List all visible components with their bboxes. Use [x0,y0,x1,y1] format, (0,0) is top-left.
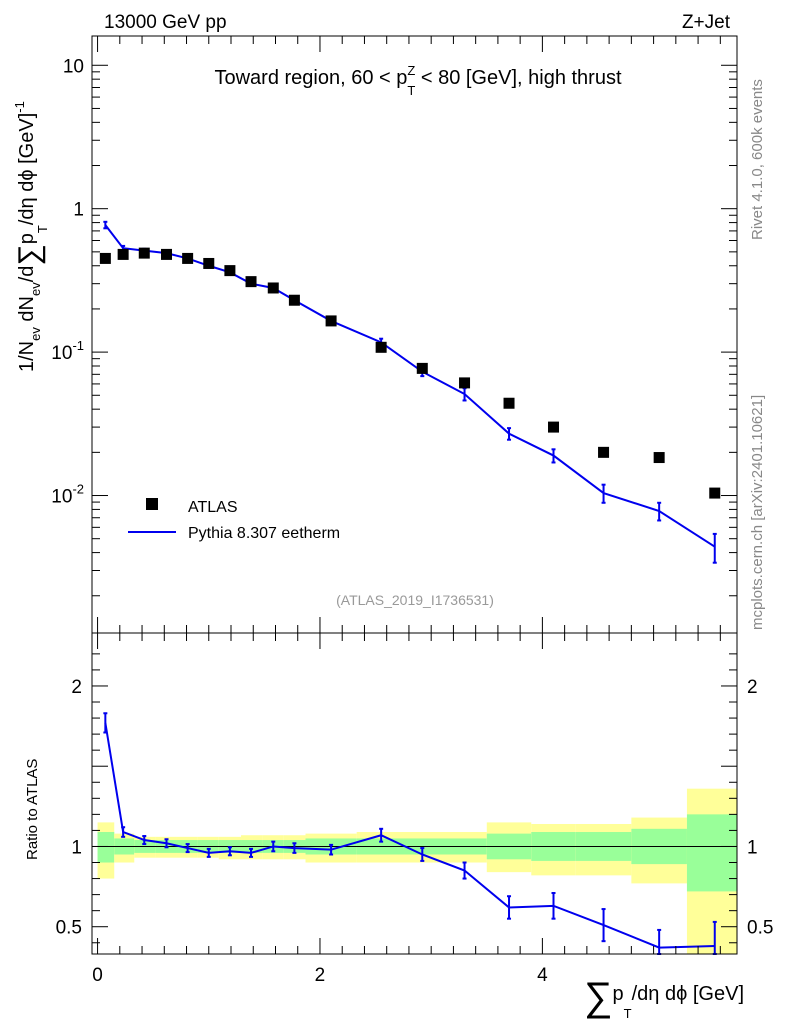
ratio-band-green [686,814,737,892]
x-tick-label: 4 [537,965,548,986]
y-tick-label-top: 10 [63,56,84,77]
atlas-point [709,487,721,499]
ratio-y-axis-label: Ratio to ATLAS [24,759,41,860]
atlas-point [117,248,129,260]
process-label: Z+Jet [682,12,731,33]
y-tick-label-bottom-left: 1 [71,837,82,858]
atlas-point [161,248,173,260]
legend-atlas-label: ATLAS [188,499,238,516]
energy-label: 13000 GeV pp [104,12,227,33]
y-tick-label-bottom-right: 2 [747,677,758,698]
legend-pythia-label: Pythia 8.307 eetherm [188,525,340,542]
atlas-point [99,252,111,264]
ratio-x-axis-label: ∑pT/dη dϕ [GeV] [584,975,744,1021]
atlas-point [653,452,665,464]
y-tick-label-bottom-left: 2 [71,677,82,698]
analysis-tag: (ATLAS_2019_I1736531) [336,592,494,608]
atlas-point [224,265,236,277]
rivet-label: Rivet 4.1.0, 600k events [749,79,766,240]
y-tick-label-top: 10-2 [51,482,84,508]
legend: ATLAS Pythia 8.307 eetherm [128,498,340,542]
mcplots-label: mcplots.cern.ch [arXiv:2401.10621] [749,395,766,630]
atlas-point [416,362,428,374]
atlas-point [548,421,560,433]
y-tick-label-top: 10-1 [51,338,84,364]
atlas-point [375,341,387,353]
atlas-point [598,446,610,458]
atlas-point [267,282,279,294]
x-tick-label: 2 [315,965,326,986]
ratio-plot-frame [91,632,738,955]
atlas-point [245,276,257,288]
ratio-band-green [97,832,115,863]
atlas-point [138,247,150,259]
atlas-point [503,397,515,409]
main-plot-title: Toward region, 60 < pZ T < 80 [GeV], high… [214,63,621,98]
atlas-point [325,315,337,327]
main-plot-panel: 10 1 10-1 10-2 Toward region, 60 < pZ T < 80… [12,35,738,634]
ratio-plot-panel: 0.5 0.5 1 1 2 2 0 2 4 Ratio to ATLAS ∑pT/dη dϕ … [24,632,773,1021]
legend-atlas-marker [146,498,158,510]
y-tick-label-bottom-right: 1 [747,837,758,858]
atlas-point [182,252,194,264]
y-tick-label-bottom-right: 0.5 [747,918,773,939]
y-tick-label-bottom-left: 0.5 [56,918,82,939]
atlas-point [203,257,215,269]
y-tick-label-top: 1 [73,200,84,221]
atlas-point [459,377,471,389]
main-y-axis-label: 1/Nev dNev/d∑pT/dη dϕ [GeV]-1 [12,101,50,372]
atlas-point [288,294,300,306]
main-plot-frame [91,35,738,634]
x-tick-label: 0 [92,965,103,986]
